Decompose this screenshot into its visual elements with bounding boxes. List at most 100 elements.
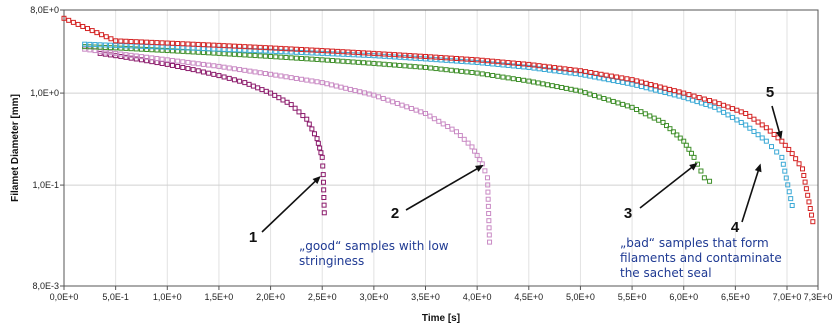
series-s5-point-9 [103, 34, 109, 40]
series-s4-point-43 [304, 50, 310, 56]
series-s3-point-111 [642, 111, 648, 117]
series-s3-point-32 [247, 52, 253, 58]
series-s4-point-137 [763, 138, 769, 144]
series-s5-point-88 [510, 60, 516, 66]
series-s3-point-11 [138, 46, 144, 52]
series-s1-point-19 [195, 68, 201, 74]
note-line-0-0: „good“ samples with low [299, 239, 449, 253]
series-s2-point-59 [380, 95, 386, 101]
series-s5-point-0 [61, 15, 67, 21]
series-s4-point-102 [606, 77, 612, 83]
series-s4-point-144 [785, 182, 791, 188]
series-s4-point-93 [562, 69, 568, 75]
series-s3-point-93 [559, 84, 565, 90]
series-s3-point-41 [293, 55, 299, 61]
series-s3-point-53 [355, 59, 361, 65]
series-s3-point-76 [474, 70, 480, 76]
series-s5-point-149 [796, 161, 802, 167]
series-s5-point-156 [807, 205, 813, 211]
series-s2-point-72 [440, 121, 446, 127]
series-s5-point-36 [242, 44, 248, 50]
series-s5-point-81 [474, 57, 480, 63]
series-s2-point-52 [347, 86, 353, 92]
series-s3-point-110 [638, 109, 644, 115]
series-s2-point-89 [485, 203, 491, 209]
series-s3-point-49 [335, 58, 341, 64]
series-s2-point-69 [427, 113, 433, 119]
series-s1-point-53 [320, 172, 326, 178]
x-tick-label-3: 1,5E+0 [205, 292, 234, 302]
series-s3-point-45 [314, 56, 320, 62]
series-s4-point-122 [698, 100, 704, 106]
series-s5-point-90 [521, 61, 527, 67]
series-s2-point-53 [352, 88, 358, 94]
series-s5-point-130 [721, 102, 727, 108]
series-s2-point-60 [385, 97, 391, 103]
x-tick-label-11: 5,5E+0 [618, 292, 647, 302]
series-s5-point-60 [366, 50, 372, 56]
series-s2-point-18 [175, 58, 181, 64]
plot-frame [63, 9, 819, 287]
x-tick-label-1: 5,0E-1 [102, 292, 129, 302]
callout-label-1: 1 [249, 229, 257, 246]
y-axis-label: Filamet Diameter [mm] [10, 94, 21, 202]
series-s4-point-73 [459, 58, 465, 64]
series-s2-point-5 [107, 50, 113, 56]
series-s3-point-85 [521, 77, 527, 83]
series-s3-point-15 [159, 47, 165, 53]
series-s4-point-83 [510, 63, 516, 69]
series-s3-point-17 [169, 48, 175, 54]
series-s3-point-12 [144, 46, 150, 52]
series-s4-point-123 [703, 101, 709, 107]
callout-arrow-5 [771, 105, 781, 135]
series-s3 [82, 44, 713, 184]
callout-arrow-2 [405, 166, 480, 211]
series-s4-point-23 [200, 46, 206, 52]
series-s2-point-29 [231, 66, 237, 72]
series-s4-point-124 [707, 103, 713, 109]
series-s4-point-139 [774, 149, 780, 155]
series-s2-point-91 [486, 218, 492, 224]
callout-arrowhead-2 [475, 164, 484, 172]
series-s2-point-49 [333, 83, 339, 89]
series-s4-point-88 [536, 66, 542, 72]
series-s2-point-44 [309, 78, 315, 84]
series-s2-point-10 [133, 53, 139, 59]
series-s5-point-157 [809, 212, 815, 218]
series-s5-point-65 [392, 52, 398, 58]
series-s5-point-144 [779, 138, 785, 144]
series-s3-point-42 [299, 55, 305, 61]
series-s1-point-28 [242, 80, 248, 86]
series-s3-point-50 [340, 58, 346, 64]
series-s2-point-92 [486, 225, 492, 231]
series-s2-point-51 [343, 85, 349, 91]
series-s2-point-71 [436, 118, 442, 124]
series-s5-point-54 [335, 48, 341, 54]
x-axis-label: Time [s] [422, 313, 460, 324]
series-s4-point-138 [769, 144, 775, 150]
series-s5-point-17 [144, 39, 150, 45]
series-s4-point-40 [288, 49, 294, 55]
series-s4-point-136 [759, 135, 765, 141]
series-s3-point-38 [278, 54, 284, 60]
series-s3-point-8 [123, 45, 129, 51]
series-s1-point-25 [226, 75, 232, 81]
series-s1-point-55 [321, 187, 327, 193]
series-s3-point-23 [200, 50, 206, 56]
series-s2-point-19 [180, 59, 186, 65]
series-s3-point-34 [257, 53, 263, 59]
series-s2-point-40 [288, 75, 294, 81]
series-s3-point-115 [660, 119, 666, 125]
series-s3-point-120 [677, 135, 683, 141]
series-s5-point-93 [536, 63, 542, 69]
series-s5-point-23 [175, 41, 181, 47]
series-s2-point-36 [268, 71, 274, 77]
series-s5-point-139 [759, 122, 765, 128]
series-s5-point-116 [653, 83, 659, 89]
series-s4-point-6 [113, 42, 119, 48]
series-s5-point-61 [371, 50, 377, 56]
series-s3-point-92 [554, 84, 560, 90]
series-s4-point-94 [567, 70, 573, 76]
series-s5-point-56 [345, 49, 351, 55]
series-s5-point-31 [216, 42, 222, 48]
